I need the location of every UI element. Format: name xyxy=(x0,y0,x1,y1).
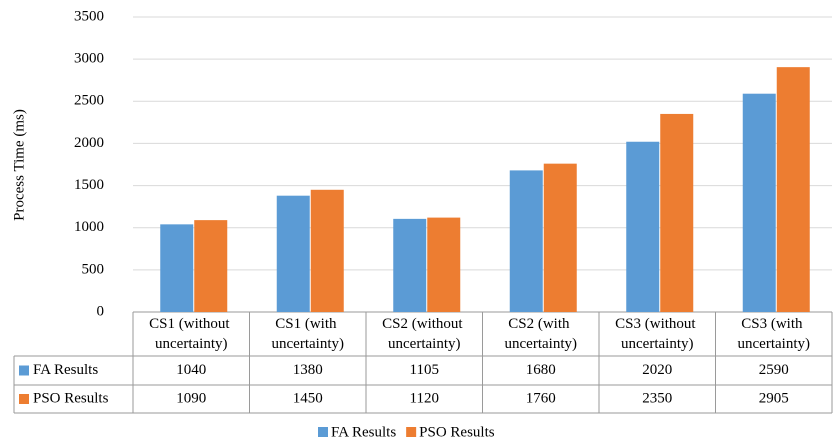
bar xyxy=(160,224,194,312)
x-tick-label: CS1 (with uncertainty) xyxy=(272,316,344,352)
legend-label: FA Results xyxy=(331,424,396,440)
table-row-label: PSO Results xyxy=(33,390,109,406)
label-line: CS2 (with xyxy=(508,316,573,332)
bar xyxy=(742,93,776,312)
legend-label: PSO Results xyxy=(419,424,495,440)
bar xyxy=(509,170,543,312)
y-tick-label: 3500 xyxy=(74,8,104,24)
table-value: 2350 xyxy=(642,390,672,406)
table-value: 1105 xyxy=(410,362,439,378)
y-tick-label: 1500 xyxy=(74,177,104,193)
table-value: 2020 xyxy=(642,362,672,378)
label-line: CS1 (without xyxy=(149,316,233,332)
bar xyxy=(310,189,344,312)
table-value: 1380 xyxy=(293,362,323,378)
label-line: uncertainty) xyxy=(388,336,460,352)
table-value: 1450 xyxy=(293,390,323,406)
table-value: 1040 xyxy=(176,362,206,378)
y-tick-label: 2500 xyxy=(74,93,104,109)
label-line: CS1 (with xyxy=(275,316,340,332)
table-value: 1680 xyxy=(526,362,556,378)
bar xyxy=(427,217,461,312)
label-line: CS2 (without xyxy=(382,316,466,332)
x-tick-label: CS1 (without uncertainty) xyxy=(149,316,233,352)
y-tick-label: 2000 xyxy=(74,135,104,151)
x-tick-label: CS2 (with uncertainty) xyxy=(505,316,577,352)
label-line: CS3 (with xyxy=(741,316,806,332)
label-line: uncertainty) xyxy=(505,336,577,352)
y-tick-label: 3000 xyxy=(74,51,104,67)
bar xyxy=(194,220,228,312)
legend-key xyxy=(19,394,29,404)
table-value: 1120 xyxy=(410,390,439,406)
legend-key xyxy=(19,365,29,376)
bar xyxy=(543,163,577,312)
y-tick-label: 1000 xyxy=(74,219,104,235)
label-line: uncertainty) xyxy=(621,336,693,352)
table-value: 2590 xyxy=(759,362,789,378)
legend-key xyxy=(318,427,328,437)
bar xyxy=(660,113,694,312)
y-tick-label: 0 xyxy=(97,303,105,319)
bar xyxy=(276,195,310,312)
label-line: uncertainty) xyxy=(272,336,344,352)
x-tick-label: CS3 (with uncertainty) xyxy=(738,316,810,352)
y-tick-label: 500 xyxy=(82,261,105,277)
label-line: uncertainty) xyxy=(155,336,227,352)
label-line: uncertainty) xyxy=(738,336,810,352)
bar xyxy=(393,218,427,312)
label-line: CS3 (without xyxy=(615,316,699,332)
bar xyxy=(776,67,810,313)
table-row-label: FA Results xyxy=(33,362,98,378)
y-axis-label: Process Time (ms) xyxy=(11,109,27,221)
bar xyxy=(626,141,660,312)
x-tick-label: CS2 (without uncertainty) xyxy=(382,316,466,352)
table-value: 1760 xyxy=(526,390,556,406)
table-value: 2905 xyxy=(759,390,789,406)
table-value: 1090 xyxy=(176,390,206,406)
legend-key xyxy=(406,427,417,437)
x-tick-label: CS3 (without uncertainty) xyxy=(615,316,699,352)
